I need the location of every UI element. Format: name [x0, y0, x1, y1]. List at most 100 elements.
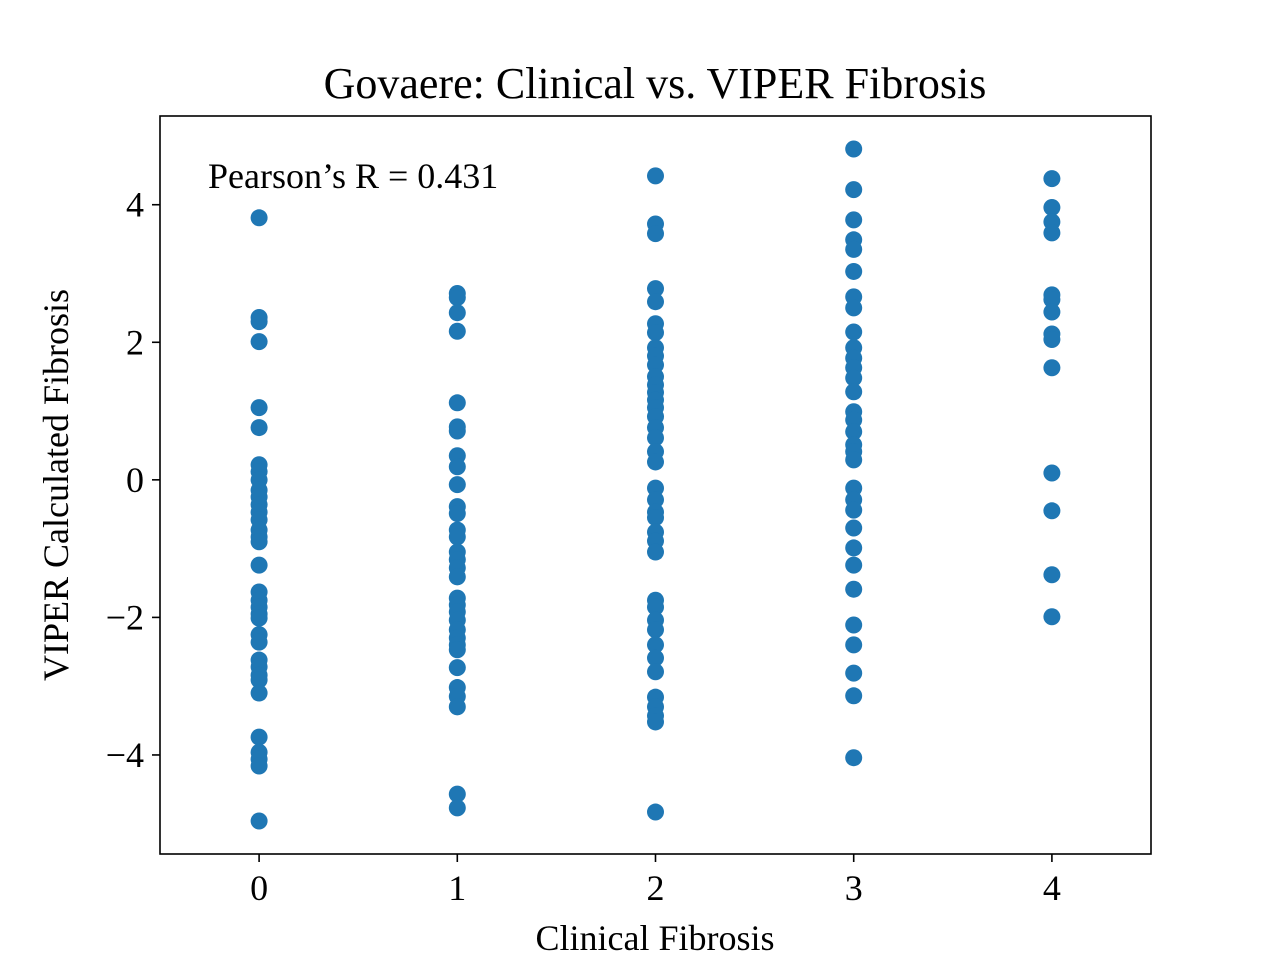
chart-title: Govaere: Clinical vs. VIPER Fibrosis: [324, 59, 987, 108]
point: [845, 479, 863, 497]
point: [845, 211, 863, 229]
point: [845, 616, 863, 634]
point: [448, 289, 466, 307]
point: [647, 636, 664, 654]
x-tick-label: 3: [845, 868, 863, 908]
point: [250, 671, 268, 689]
point: [845, 501, 863, 519]
point: [647, 324, 664, 342]
point: [1043, 291, 1061, 309]
x-tick-label: 4: [1043, 868, 1061, 908]
point: [845, 451, 863, 469]
point: [845, 636, 863, 654]
point: [1043, 608, 1061, 626]
point: [448, 476, 466, 494]
point: [448, 458, 466, 476]
x-axis-label: Clinical Fibrosis: [535, 918, 774, 958]
point: [250, 399, 268, 417]
point: [1043, 303, 1061, 321]
annotation: Pearson’s R = 0.431: [208, 156, 498, 196]
point: [250, 333, 268, 351]
point: [448, 394, 466, 412]
point: [250, 533, 268, 551]
y-tick-label: 0: [126, 460, 144, 500]
point: [250, 419, 268, 437]
point: [647, 293, 664, 311]
point: [845, 411, 863, 429]
plot-area: [250, 140, 1061, 830]
x-tick-label: 0: [250, 868, 268, 908]
point: [448, 304, 466, 322]
y-tick-label: −4: [106, 735, 144, 775]
point: [845, 240, 863, 258]
point: [250, 313, 268, 331]
point: [647, 453, 664, 471]
point: [845, 539, 863, 557]
point: [250, 633, 268, 651]
point: [647, 663, 664, 681]
point: [647, 621, 664, 639]
point: [845, 262, 863, 280]
point: [647, 713, 664, 731]
point: [845, 323, 863, 341]
point: [647, 280, 664, 298]
point: [845, 749, 863, 767]
point: [647, 509, 664, 527]
point: [250, 757, 268, 775]
point: [647, 649, 664, 667]
y-axis-label: VIPER Calculated Fibrosis: [36, 289, 76, 681]
point: [250, 684, 268, 702]
point: [250, 812, 268, 830]
point: [647, 543, 664, 561]
point: [448, 322, 466, 340]
point: [647, 225, 664, 243]
point: [647, 479, 664, 497]
point: [647, 356, 664, 374]
point: [448, 568, 466, 586]
point: [250, 209, 268, 227]
point: [845, 299, 863, 317]
point: [845, 664, 863, 682]
point: [1043, 224, 1061, 242]
point: [845, 423, 863, 441]
x-tick-label: 2: [647, 868, 665, 908]
point: [647, 598, 664, 616]
point: [448, 422, 466, 440]
point: [1043, 331, 1061, 349]
y-tick-label: −2: [106, 597, 144, 637]
point: [1043, 566, 1061, 584]
point: [845, 687, 863, 705]
point: [845, 369, 863, 387]
point: [647, 491, 664, 509]
point: [1043, 464, 1061, 482]
point: [845, 580, 863, 598]
point: [448, 799, 466, 817]
point: [1043, 198, 1061, 216]
point: [845, 519, 863, 537]
x-tick-label: 1: [448, 868, 466, 908]
point: [845, 383, 863, 401]
point: [448, 641, 466, 659]
point: [845, 556, 863, 574]
y-tick-label: 4: [126, 185, 144, 225]
point: [1043, 170, 1061, 188]
point: [448, 785, 466, 803]
point: [448, 659, 466, 677]
point: [647, 429, 664, 447]
y-tick-label: 2: [126, 322, 144, 362]
point: [1043, 359, 1061, 377]
point: [845, 181, 863, 199]
point: [1043, 502, 1061, 520]
point: [448, 528, 466, 546]
point: [250, 556, 268, 574]
point: [250, 728, 268, 746]
point: [448, 698, 466, 716]
point: [647, 167, 664, 185]
point: [845, 140, 863, 158]
point: [647, 803, 664, 821]
point: [250, 609, 268, 627]
point: [448, 505, 466, 523]
